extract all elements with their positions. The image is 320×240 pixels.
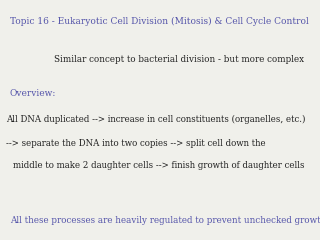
- Text: All these processes are heavily regulated to prevent unchecked growth: All these processes are heavily regulate…: [10, 216, 320, 225]
- Text: middle to make 2 daughter cells --> finish growth of daughter cells: middle to make 2 daughter cells --> fini…: [13, 161, 304, 170]
- Text: Topic 16 - Eukaryotic Cell Division (Mitosis) & Cell Cycle Control: Topic 16 - Eukaryotic Cell Division (Mit…: [10, 17, 308, 26]
- Text: --> separate the DNA into two copies --> split cell down the: --> separate the DNA into two copies -->…: [6, 139, 266, 148]
- Text: Similar concept to bacterial division - but more complex: Similar concept to bacterial division - …: [54, 55, 304, 64]
- Text: All DNA duplicated --> increase in cell constituents (organelles, etc.): All DNA duplicated --> increase in cell …: [6, 115, 306, 124]
- Text: Overview:: Overview:: [10, 89, 56, 98]
